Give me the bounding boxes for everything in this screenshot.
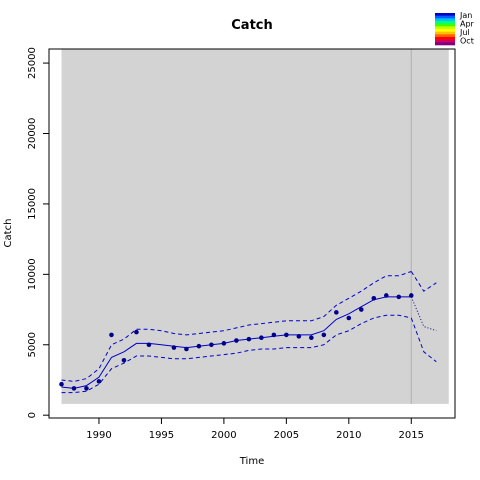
observed-point	[296, 334, 302, 339]
x-axis: 1990 1995 2000 2005 2010 2015	[86, 418, 424, 441]
legend-swatch	[435, 37, 455, 40]
x-tick-label: 2015	[399, 430, 424, 441]
x-tick-label: 1990	[86, 430, 111, 441]
y-axis: 0 5000 10000 15000 20000 25000	[27, 47, 49, 418]
chart-title: Catch	[231, 18, 273, 33]
x-tick-label: 2005	[274, 430, 299, 441]
observed-point	[271, 332, 277, 338]
y-tick-label: 5000	[27, 332, 38, 357]
observed-point	[109, 332, 114, 338]
legend-swatch	[435, 23, 455, 27]
plot-area	[48, 48, 456, 419]
legend-swatch	[435, 31, 455, 35]
observed-point	[334, 310, 339, 315]
legend-swatch	[435, 13, 455, 16]
series-forecast-lower	[410, 317, 437, 363]
observed-point	[209, 342, 214, 348]
observed-point	[71, 386, 77, 391]
observed-point	[309, 335, 314, 341]
series-forecast-upper	[410, 271, 437, 292]
observed-point	[184, 346, 189, 352]
observed-point	[171, 345, 177, 350]
legend-swatch	[435, 29, 455, 32]
shaded-region	[61, 49, 449, 404]
legend-label: Apr	[460, 20, 475, 29]
legend-swatch	[435, 39, 455, 43]
legend-swatch	[435, 26, 455, 30]
observed-point	[396, 294, 402, 300]
y-tick-label: 25000	[27, 47, 38, 79]
observed-point	[134, 329, 139, 335]
y-tick-label: 10000	[27, 258, 38, 290]
observed-point	[96, 379, 102, 384]
observed-point	[259, 335, 264, 341]
observed-point	[371, 295, 377, 301]
observed-point	[346, 315, 352, 321]
observed-point	[84, 386, 89, 391]
y-tick-label: 0	[27, 412, 38, 418]
x-axis-title: Time	[239, 456, 264, 467]
observed-point	[234, 338, 239, 343]
observed-point	[221, 341, 227, 346]
observed-point	[408, 293, 414, 298]
series-fit-upper	[61, 271, 412, 382]
legend-swatch	[435, 34, 455, 38]
legend-label: Jan	[459, 11, 472, 20]
y-axis-title: Catch	[3, 219, 14, 248]
y-tick-label: 20000	[27, 118, 38, 150]
observed-point	[121, 357, 127, 363]
legend-label: Jul	[459, 28, 470, 37]
observed-point	[246, 336, 252, 342]
series-fit-lower	[61, 314, 412, 394]
observed-point	[359, 307, 364, 312]
legend-swatch	[435, 15, 455, 19]
x-tick-label: 2000	[211, 430, 236, 441]
observed-point	[196, 343, 202, 349]
legend-swatch	[435, 42, 455, 46]
legend-swatch	[435, 18, 455, 22]
x-tick-label: 2010	[336, 430, 361, 441]
y-tick-label: 15000	[27, 188, 38, 220]
plot-border	[48, 48, 456, 419]
legend-swatch	[435, 21, 455, 24]
x-tick-label: 1995	[149, 430, 174, 441]
legend-label: Oct	[460, 37, 474, 46]
observed-point	[146, 342, 152, 348]
observed-point	[383, 293, 389, 298]
observed-point	[284, 332, 289, 338]
observed-point	[59, 381, 64, 387]
observed-point	[321, 332, 327, 338]
